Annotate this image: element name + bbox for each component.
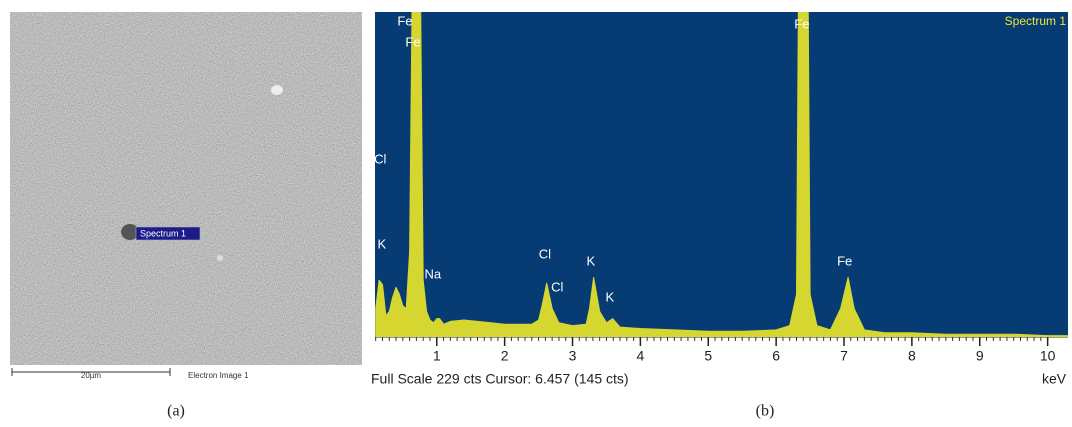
image-name: Electron Image 1 [188,371,249,380]
spot-box [135,226,201,241]
x-tick-label: 4 [636,348,644,364]
plot-area [375,12,1068,337]
sem-panel: Spectrum 1 20µm Electron Image 1 (a) [10,12,362,420]
x-tick-label: 2 [501,348,509,364]
peak-label: Cl [551,279,563,294]
spot-label: Spectrum 1 [140,228,186,238]
peak-label: Fe [794,16,809,31]
caption: (b) [756,403,775,420]
peak-label: K [587,253,596,268]
caption: (a) [167,403,185,420]
peak-label: Fe [397,13,412,28]
x-tick-label: 7 [840,348,848,364]
x-tick-label: 1 [433,348,441,364]
x-tick-label: 9 [976,348,984,364]
peak-label: Fe [837,253,852,268]
status-text: Full Scale 229 cts Cursor: 6.457 (145 ct… [371,371,629,387]
peak-label: K [606,289,615,304]
spectrum-clip [375,12,1068,337]
scale-label: 20µm [81,371,102,380]
particle [271,85,283,95]
peak-label: K [378,236,387,251]
sem-image [10,12,362,365]
x-tick-label: 3 [569,348,577,364]
x-axis-label: keV [1042,371,1067,387]
x-tick-label: 6 [772,348,780,364]
peak-label: Cl [374,151,386,166]
spectrum-title: Spectrum 1 [1005,14,1067,28]
particle [217,255,223,261]
peak-label: Na [424,266,441,281]
spectrum-panel: Spectrum 1 Full Scale 229 cts Cursor: 6.… [371,12,1068,420]
x-tick-label: 10 [1040,348,1056,364]
x-tick-label: 5 [704,348,712,364]
spectrum-area [375,12,1068,337]
pit [121,224,139,240]
peak-label: Cl [539,246,551,261]
x-tick-label: 8 [908,348,916,364]
peak-label: Fe [405,34,420,49]
